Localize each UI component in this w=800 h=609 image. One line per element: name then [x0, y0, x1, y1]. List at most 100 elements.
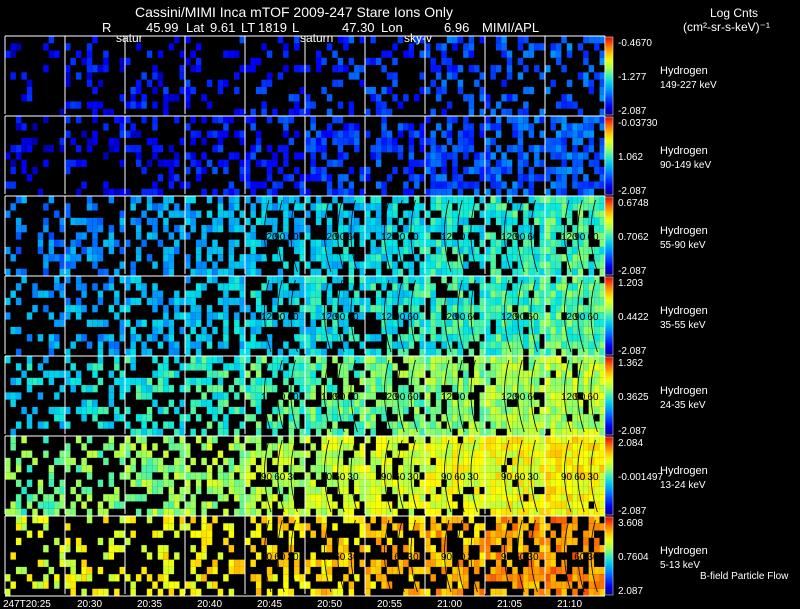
heatmap-cell [523, 116, 529, 124]
heatmap-cell [392, 523, 398, 531]
heatmap-cell [288, 385, 295, 393]
heatmap-cell [59, 421, 65, 429]
contour-label: 120 [321, 312, 338, 323]
heatmap-cell [577, 472, 584, 480]
heatmap-cell [179, 457, 185, 466]
heatmap-cell [343, 399, 349, 407]
heatmap-cell [354, 312, 360, 320]
heatmap-cell [572, 246, 578, 255]
heatmap-cell [403, 290, 409, 298]
heatmap-cell [435, 494, 442, 502]
heatmap-cell [359, 232, 365, 240]
heatmap-cell [108, 341, 115, 349]
heatmap-cell [108, 145, 115, 153]
heatmap-cell [305, 385, 311, 393]
heatmap-cell [315, 145, 322, 153]
heatmap-cell [239, 450, 245, 458]
heatmap-cell [577, 217, 584, 226]
heatmap-cell [250, 516, 256, 524]
heatmap-cell [332, 392, 338, 400]
heatmap-cell [21, 486, 27, 495]
time-tick-label: 20:35 [137, 599, 162, 609]
heatmap-cell [305, 472, 311, 480]
heatmap-cell [501, 203, 507, 211]
heatmap-cell [125, 319, 131, 327]
heatmap-cell [392, 283, 398, 291]
heatmap-cell [201, 443, 207, 451]
heatmap-cell [414, 399, 420, 407]
heatmap-cell [430, 254, 436, 262]
heatmap-cell [594, 305, 600, 313]
contour-label: 120 [321, 392, 338, 403]
heatmap-cell [468, 276, 475, 284]
heatmap-cell [163, 436, 169, 444]
heatmap-cell [495, 457, 502, 466]
heatmap-cell [190, 290, 196, 298]
heatmap-cell [506, 472, 513, 480]
heatmap-cell [561, 545, 567, 553]
heatmap-cell [506, 166, 513, 175]
heatmap-cell [108, 305, 115, 313]
heatmap-cell [337, 65, 344, 73]
contour-line [577, 279, 585, 353]
heatmap-cell [545, 348, 551, 356]
heatmap-cell [528, 261, 535, 269]
heatmap-cell [179, 428, 185, 436]
heatmap-cell [310, 363, 316, 371]
heatmap-cell [283, 232, 289, 240]
heatmap-cell [495, 123, 502, 131]
heatmap-cell [566, 428, 573, 436]
heatmap-cell [179, 181, 185, 189]
heatmap-cell [545, 370, 551, 378]
heatmap-cell [534, 159, 540, 167]
heatmap-cell [386, 385, 393, 393]
heatmap-cell [588, 246, 595, 255]
heatmap-cell [566, 348, 573, 356]
heatmap-cell [512, 239, 518, 247]
heatmap-cell [435, 508, 442, 516]
heatmap-cell [523, 65, 529, 73]
heatmap-cell [381, 545, 387, 553]
heatmap-cell [354, 421, 360, 429]
heatmap-cell [435, 174, 442, 182]
heatmap-cell [37, 421, 44, 429]
heatmap-cell [446, 414, 453, 422]
heatmap-cell [152, 305, 158, 313]
heatmap-cell [152, 261, 158, 269]
heatmap-cell [348, 566, 355, 575]
heatmap-cell [512, 356, 518, 364]
heatmap-cell [277, 486, 284, 495]
heatmap-cell [474, 203, 480, 211]
heatmap-cell [315, 246, 322, 255]
heatmap-cell [343, 123, 349, 131]
heatmap-cell [506, 479, 513, 487]
heatmap-cell [370, 356, 376, 364]
heatmap-cell [332, 428, 338, 436]
contour-line [384, 199, 392, 273]
heatmap-cell [119, 414, 125, 422]
heatmap-cell [234, 486, 240, 495]
heatmap-cell [392, 326, 398, 335]
heatmap-cell [545, 508, 551, 516]
heatmap-cell [255, 254, 262, 262]
heatmap-cell [577, 486, 584, 495]
heatmap-cell [234, 406, 240, 415]
heatmap-cell [528, 254, 535, 262]
heatmap-cell [195, 377, 202, 386]
heatmap-cell [321, 137, 327, 146]
heatmap-cell [474, 588, 480, 596]
heatmap-cell [408, 305, 415, 313]
heatmap-cell [577, 457, 584, 466]
heatmap-cell [179, 312, 185, 320]
heatmap-cell [555, 130, 562, 138]
heatmap-cell [517, 268, 524, 276]
heatmap-cell [5, 457, 11, 466]
heatmap-cell [490, 537, 496, 546]
heatmap-cell [163, 203, 169, 211]
heatmap-cell [539, 210, 545, 218]
heatmap-cell [321, 86, 327, 95]
heatmap-cell [403, 501, 409, 509]
heatmap-cell [97, 334, 104, 342]
heatmap-cell [446, 57, 453, 66]
heatmap-cell [430, 108, 436, 116]
